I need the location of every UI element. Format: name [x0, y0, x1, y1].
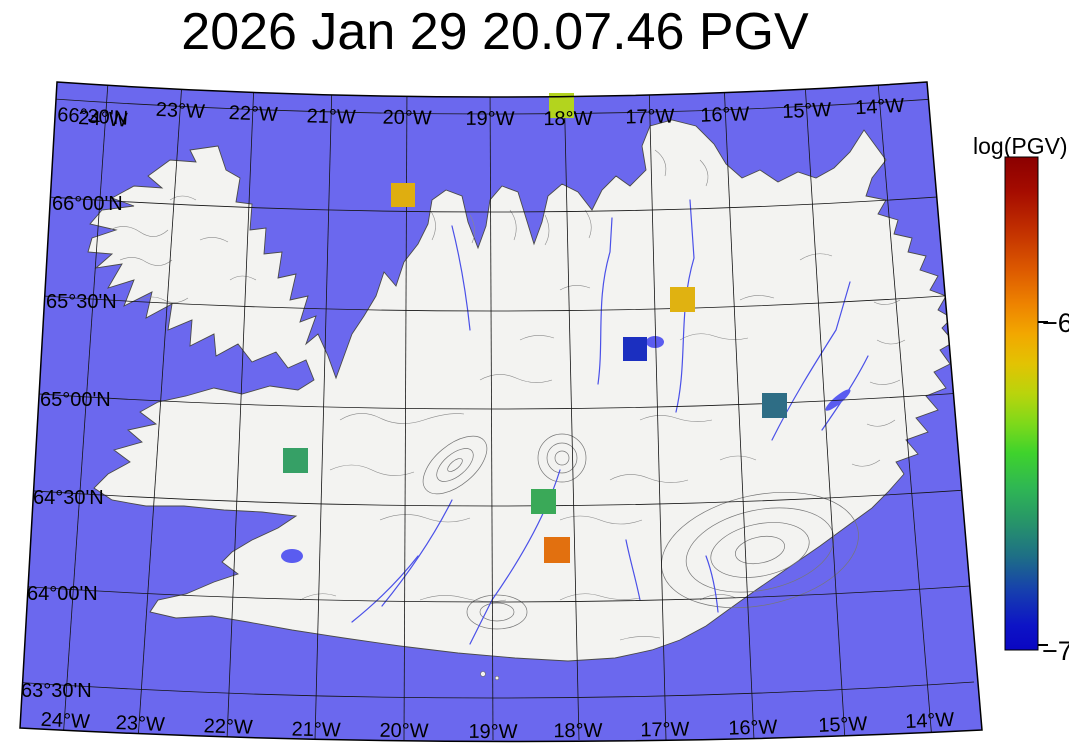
colorbar-gradient	[1004, 156, 1039, 651]
lon-label: 21°W	[306, 105, 356, 128]
lat-label: 63°30'N	[21, 680, 92, 702]
lon-label: 21°W	[291, 718, 341, 741]
pgv-station-square	[670, 287, 695, 312]
lat-label: 65°30'N	[46, 291, 117, 313]
pgv-station-square	[391, 183, 415, 207]
lake	[646, 336, 664, 348]
offshore-island	[494, 675, 500, 681]
lat-label: 64°00'N	[27, 583, 98, 605]
colorbar-tick-label: −7	[1042, 636, 1069, 666]
contour-lines	[109, 149, 906, 641]
lon-label: 24°W	[78, 107, 128, 132]
lon-label: 20°W	[379, 720, 429, 743]
colorbar-tick-label: −6	[1042, 308, 1069, 338]
lon-label: 20°W	[382, 107, 432, 130]
lake	[281, 549, 303, 563]
lon-label: 23°W	[155, 99, 205, 123]
lat-label: 64°30'N	[33, 487, 104, 509]
colorbar-title: log(PGV)	[973, 133, 1068, 159]
pgv-station-square	[762, 393, 787, 418]
pgv-station-square	[283, 448, 308, 473]
pgv-station-square	[531, 489, 556, 514]
lon-label: 14°W	[855, 95, 905, 120]
lon-label: 18°W	[553, 720, 602, 742]
lon-label: 22°W	[228, 102, 278, 126]
lon-label: 14°W	[905, 709, 955, 733]
lon-label: 15°W	[818, 713, 868, 737]
page-title: 2026 Jan 29 20.07.46 PGV	[181, 3, 809, 61]
offshore-island	[480, 671, 486, 677]
lon-label: 17°W	[625, 106, 675, 129]
lat-label: 66°00'N	[52, 193, 123, 215]
pgv-station-square	[544, 537, 570, 563]
graticule-labels: 66°30'N 24°W 23°W 22°W 21°W 20°W 19°W 18…	[21, 95, 955, 743]
lat-label: 66°30'N	[57, 104, 129, 130]
colorbar: log(PGV) −6 −7	[973, 133, 1069, 666]
lon-label: 24°W	[40, 709, 90, 733]
iceland-landmass	[87, 119, 955, 662]
pgv-station-square	[623, 337, 647, 361]
lon-label: 15°W	[782, 99, 832, 123]
lon-label: 19°W	[468, 721, 517, 743]
lon-label: 23°W	[115, 712, 165, 736]
lon-label: 19°W	[465, 108, 514, 130]
pgv-stations	[283, 93, 787, 563]
map-frame	[19, 81, 983, 743]
lon-label: 16°W	[728, 716, 778, 739]
lat-label: 65°00'N	[40, 389, 111, 411]
graticule	[20, 82, 975, 741]
lon-label: 16°W	[700, 103, 750, 127]
lon-label: 17°W	[640, 719, 690, 742]
lon-label: 18°W	[543, 108, 592, 130]
lon-label: 22°W	[203, 715, 253, 739]
